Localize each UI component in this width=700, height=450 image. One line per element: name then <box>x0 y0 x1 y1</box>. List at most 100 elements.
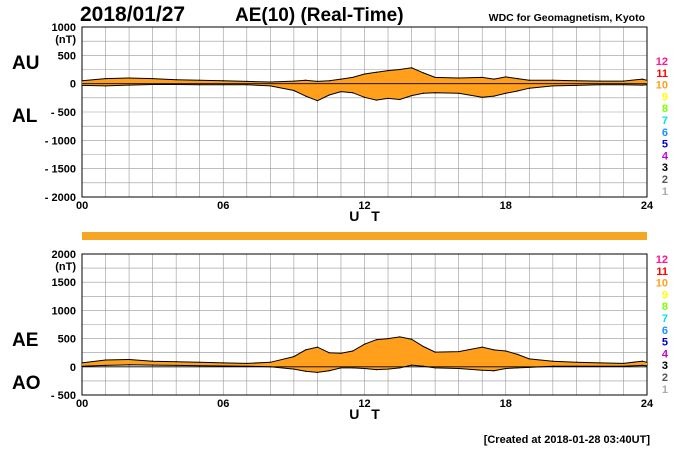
x-tick-label: 18 <box>500 200 512 212</box>
legend-entry: 5 <box>662 139 668 151</box>
x-tick-label: 12 <box>358 398 370 410</box>
data-point-al <box>646 84 648 86</box>
data-point-au <box>269 81 271 83</box>
data-point-ao <box>328 370 330 372</box>
data-point-ae <box>340 352 342 354</box>
data-point-au <box>422 72 424 74</box>
x-tick-label: 18 <box>500 398 512 410</box>
data-point-ae <box>622 362 625 365</box>
data-point-ae <box>175 361 177 363</box>
data-point-ao <box>293 368 295 370</box>
data-point-ae <box>246 362 248 365</box>
data-source: WDC for Geomagnetism, Kyoto <box>489 12 645 24</box>
data-point-al <box>622 84 625 86</box>
chart-ae-ao: 2000 1500 1000 500 0 - 500 (nT) 00 06 12 18 24 U T AE… <box>12 249 654 422</box>
data-point-ao <box>199 365 201 367</box>
data-point-au <box>340 78 342 80</box>
data-point-au <box>575 80 577 82</box>
series-label-ae: AE <box>12 330 38 351</box>
y-unit-label: (nT) <box>55 261 76 273</box>
legend-entry: 10 <box>656 80 668 92</box>
data-point-ao <box>128 364 130 366</box>
data-point-au <box>352 76 354 79</box>
data-point-au <box>481 76 483 79</box>
data-point-al <box>516 90 519 92</box>
data-point-ae <box>222 362 224 364</box>
data-point-al <box>81 84 83 86</box>
legend-entry: 2 <box>662 174 668 186</box>
data-point-ao <box>641 364 643 366</box>
data-point-al <box>458 92 460 94</box>
data-point-au <box>410 67 413 69</box>
data-point-au <box>641 78 643 80</box>
data-point-ao <box>375 369 377 371</box>
data-point-ae <box>458 350 460 353</box>
data-point-ae <box>505 350 507 352</box>
data-point-au <box>305 79 307 81</box>
plot-frame <box>81 26 648 198</box>
data-point-ao <box>399 367 401 369</box>
data-point-ae <box>269 361 271 363</box>
data-point-ao <box>352 367 354 369</box>
data-point-ae <box>352 350 354 352</box>
data-point-ao <box>175 364 177 366</box>
y-tick-label: 500 <box>58 334 76 346</box>
data-point-au <box>81 80 83 82</box>
data-point-ao <box>363 367 366 370</box>
data-point-al <box>552 85 554 87</box>
data-point-al <box>641 84 643 86</box>
data-point-ao <box>305 370 307 372</box>
x-tick-label: 06 <box>217 398 229 410</box>
y-tick-label: 1500 <box>52 277 76 289</box>
data-point-ae <box>128 358 130 361</box>
data-point-al <box>375 99 377 101</box>
legend-entry: 7 <box>662 313 668 325</box>
data-point-au <box>493 78 495 80</box>
x-axis-title: U T <box>349 406 384 422</box>
series-label-al: AL <box>12 106 38 127</box>
data-point-ae <box>375 339 377 341</box>
data-point-ae <box>104 359 107 361</box>
data-point-ae <box>528 358 530 360</box>
legend-entry: 6 <box>662 127 668 139</box>
x-tick-label: 24 <box>641 398 654 410</box>
data-point-au <box>246 80 248 82</box>
x-tick-label: 24 <box>641 200 654 212</box>
data-point-ae <box>81 362 83 364</box>
data-point-au <box>375 71 377 73</box>
data-point-ao <box>493 370 495 372</box>
data-point-au <box>199 79 201 81</box>
data-point-ae <box>387 338 389 340</box>
data-point-ae <box>434 351 436 353</box>
data-point-al <box>505 92 507 94</box>
data-point-ae <box>316 346 319 348</box>
y-tick-label: - 1500 <box>45 164 76 176</box>
x-tick-label: 06 <box>217 200 229 212</box>
y-tick-label: - 500 <box>51 107 76 119</box>
legend-entry: 5 <box>662 337 668 349</box>
legend-entry: 11 <box>656 266 668 278</box>
data-point-au <box>646 79 648 81</box>
data-point-ae <box>152 360 154 362</box>
y-tick-label: 0 <box>70 362 76 374</box>
data-point-al <box>481 96 483 98</box>
data-point-ao <box>387 368 389 370</box>
data-point-ao <box>152 364 154 366</box>
data-point-ae <box>516 353 519 355</box>
data-point-al <box>340 91 342 93</box>
data-point-ae <box>575 361 577 363</box>
data-point-au <box>293 80 295 82</box>
data-point-al <box>293 89 295 92</box>
data-point-ao <box>340 367 342 369</box>
data-point-al <box>246 84 248 86</box>
data-point-au <box>387 70 389 72</box>
data-point-al <box>199 84 201 86</box>
data-point-al <box>422 92 424 94</box>
y-tick-label: 0 <box>70 79 76 91</box>
created-timestamp: [Created at 2018-01-28 03:40UT] <box>484 434 651 446</box>
data-point-au <box>175 79 177 81</box>
data-point-au <box>505 76 507 78</box>
band-fill-top <box>82 67 647 101</box>
